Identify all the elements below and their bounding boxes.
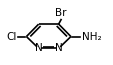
Text: Cl: Cl xyxy=(6,32,16,42)
Text: Br: Br xyxy=(55,8,66,18)
Text: N: N xyxy=(34,43,42,53)
Text: N: N xyxy=(54,43,62,53)
Text: NH₂: NH₂ xyxy=(81,32,101,42)
